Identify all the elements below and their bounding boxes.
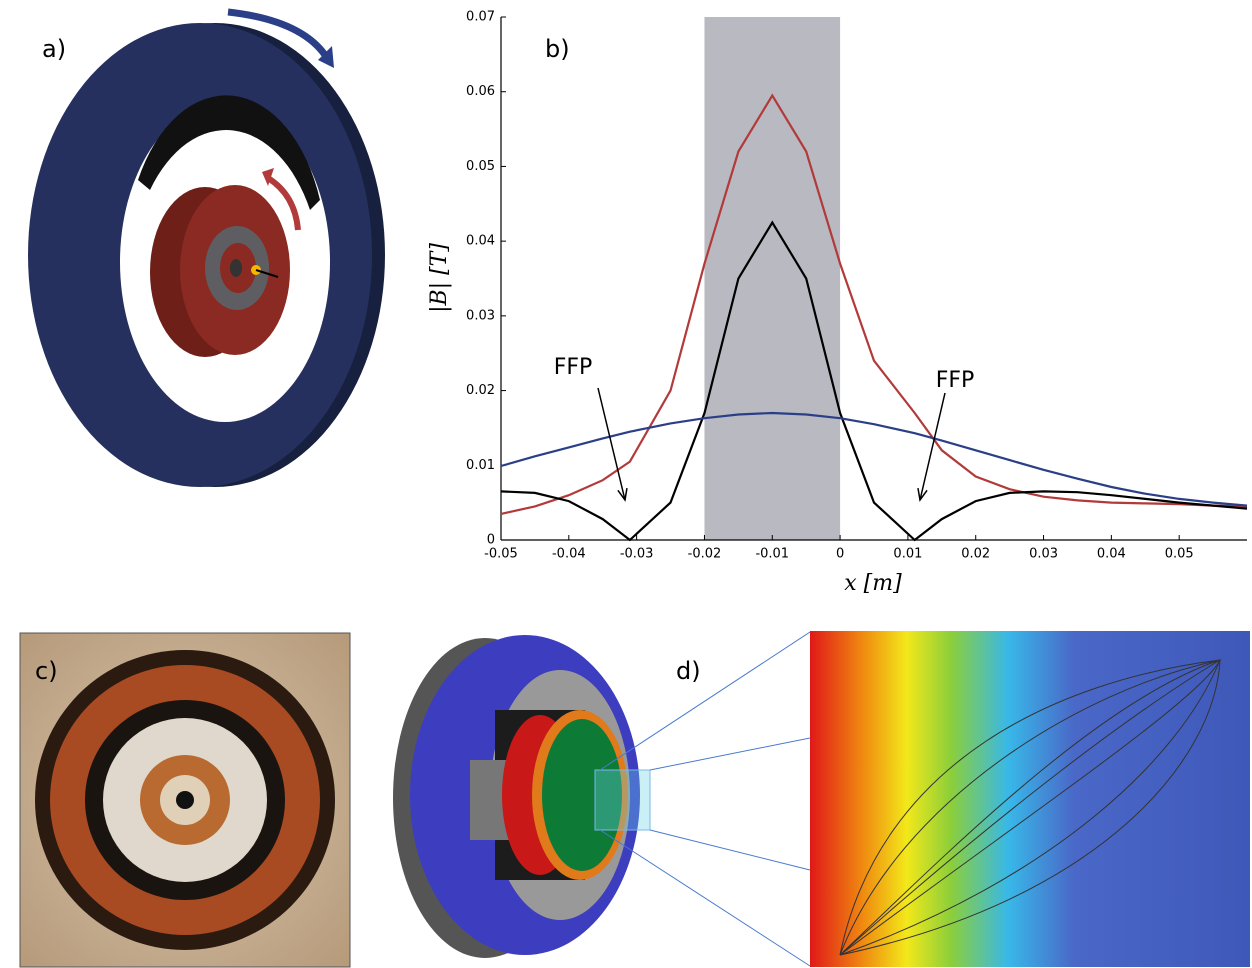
panel-a-illustration	[28, 8, 385, 487]
x-tick-label: 0	[836, 547, 844, 562]
shaded-region	[704, 17, 841, 540]
x-tick-label: -0.04	[552, 547, 586, 562]
x-tick-label: 0.03	[1029, 547, 1058, 562]
y-tick-label: 0.02	[466, 383, 495, 398]
line-chart: b) x [m] |B| [T] FFP FFP 0 0.01 0.02 0.03 0.…	[427, 10, 1248, 596]
annotation: FFP	[936, 368, 975, 393]
y-tick-label: 0.01	[466, 458, 495, 473]
panel-c-photo	[19, 632, 351, 968]
panel-label: a)	[42, 35, 66, 63]
y-axis-label: |B| [T]	[427, 243, 452, 313]
annotation-arrow	[919, 392, 946, 501]
annotation-arrowhead	[917, 488, 928, 502]
annotation-arrowhead	[617, 488, 628, 502]
y-tick-label: 0.07	[466, 10, 495, 25]
annotation-arrow	[597, 387, 626, 501]
x-tick-label: -0.01	[755, 547, 789, 562]
x-tick-label: -0.05	[484, 547, 518, 562]
y-tick-label: 0.05	[466, 159, 495, 174]
data-line	[500, 220, 1248, 542]
y-tick-label: 0.04	[466, 234, 495, 249]
x-tick-label: -0.02	[688, 547, 722, 562]
x-tick-label: -0.03	[620, 547, 654, 562]
y-tick-label: 0.06	[466, 84, 495, 99]
panel-label: d)	[676, 657, 701, 685]
x-tick-label: 0.04	[1097, 547, 1126, 562]
data-line	[500, 93, 1248, 515]
data-line	[500, 411, 1248, 507]
x-axis-label: x [m]	[844, 571, 902, 596]
x-tick-label: 0.02	[961, 547, 990, 562]
panel-d-illustration	[393, 631, 1250, 967]
panel-label: c)	[35, 657, 58, 685]
x-tick-label: 0.05	[1165, 547, 1194, 562]
y-tick-label: 0	[487, 533, 495, 548]
x-tick-label: 0.01	[893, 547, 922, 562]
y-tick-label: 0.03	[466, 308, 495, 323]
annotation: FFP	[554, 355, 593, 380]
chart-title: b)	[545, 35, 570, 63]
